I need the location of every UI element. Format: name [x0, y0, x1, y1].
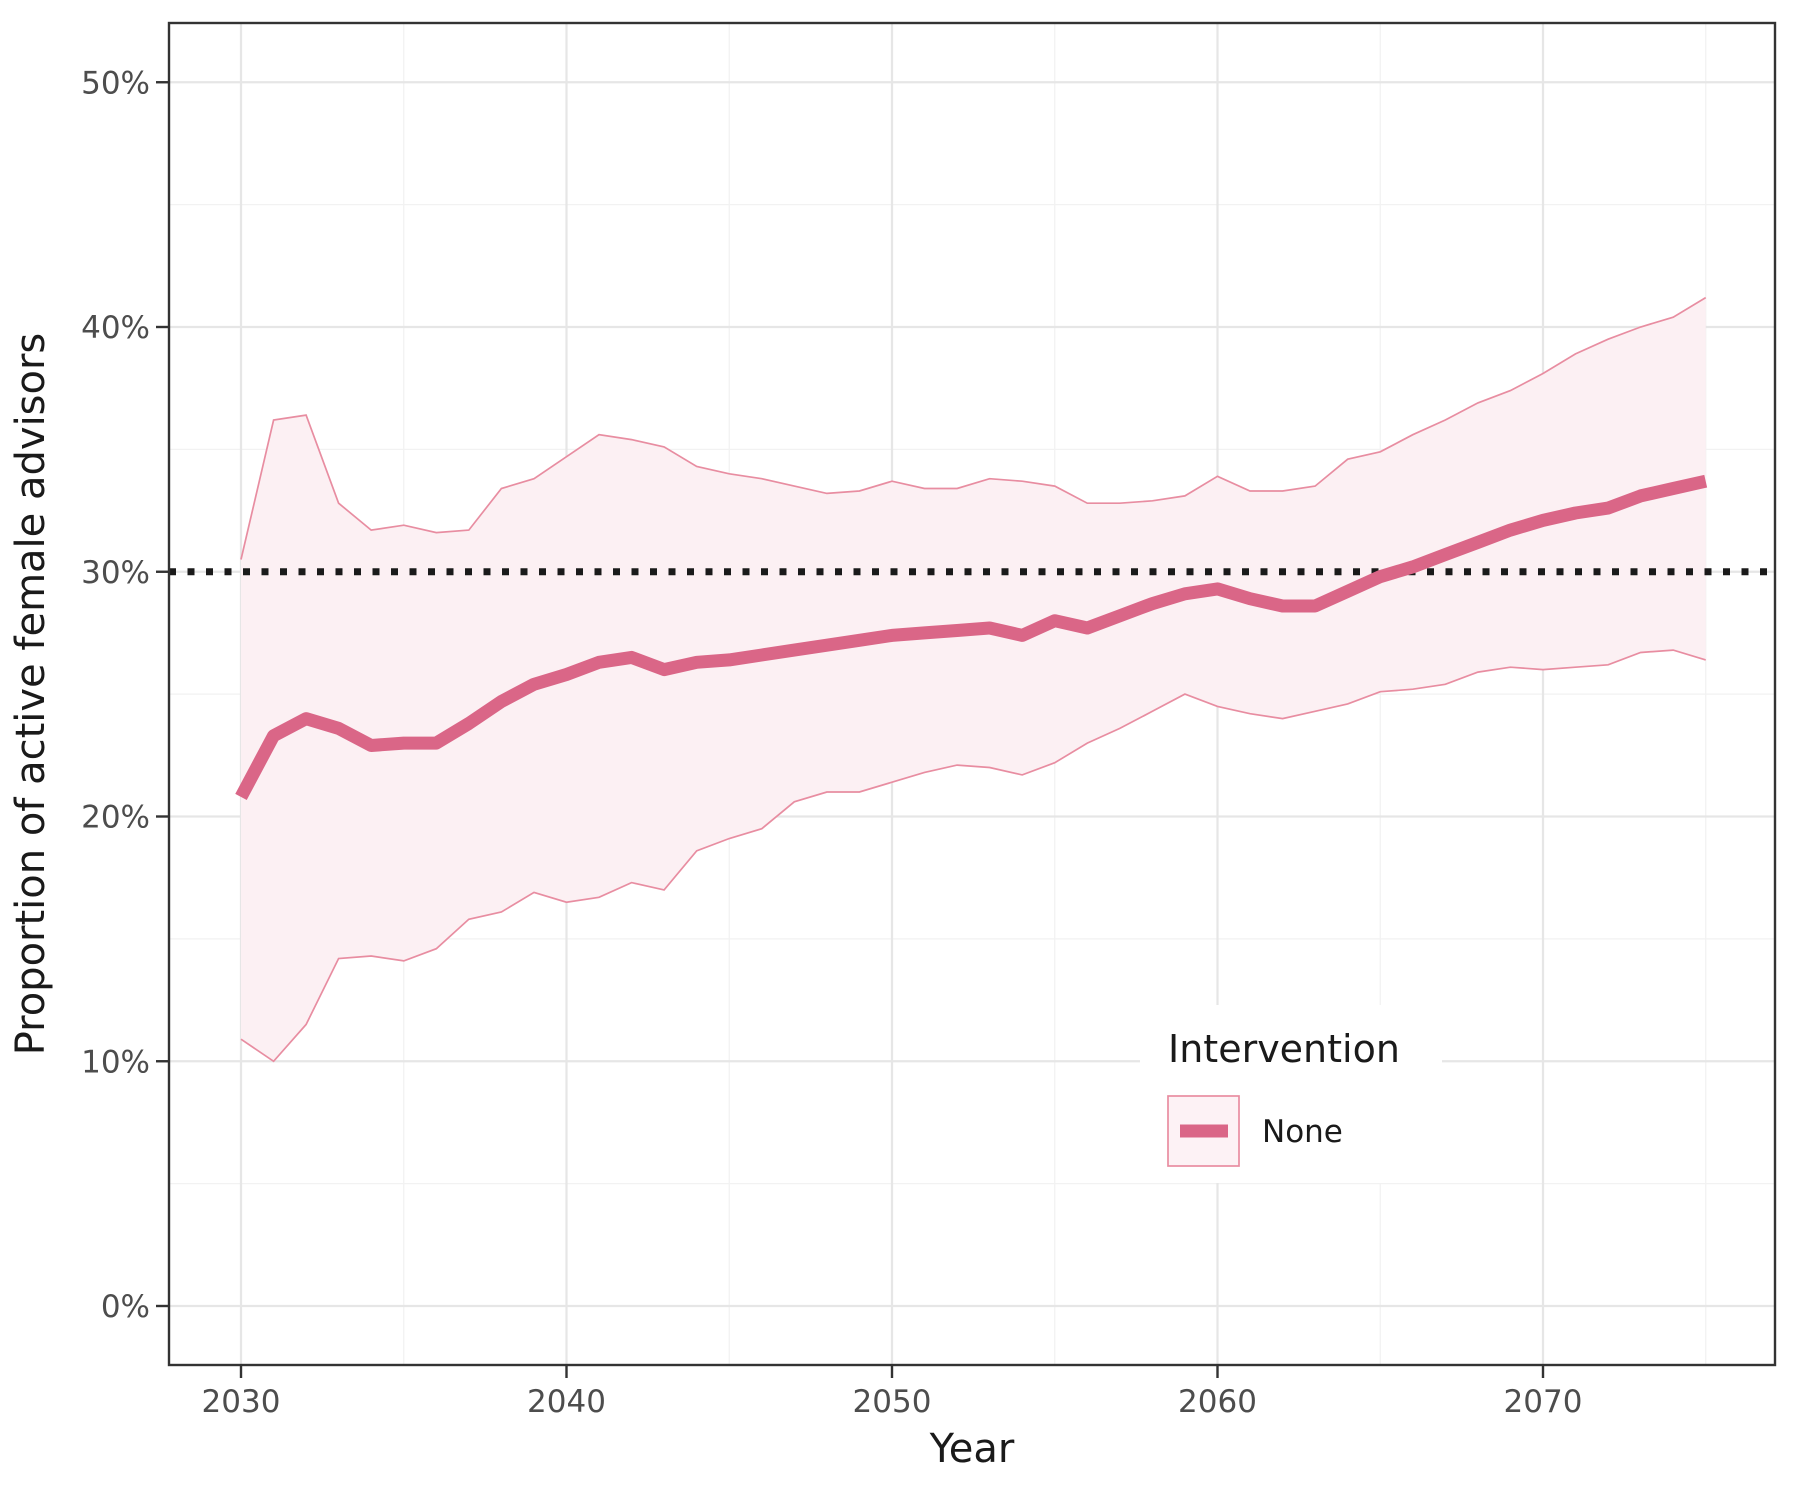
x-tick-label: 2070 [1504, 1384, 1583, 1420]
x-axis-title: Year [929, 1426, 1015, 1472]
y-tick-label: 10% [81, 1044, 150, 1080]
y-tick-label: 40% [81, 310, 150, 346]
ribbon-lower-edge [240, 649, 1706, 1063]
ribbon-area [241, 297, 1706, 1062]
x-tick-label: 2050 [853, 1384, 932, 1420]
legend: Intervention None [1140, 1005, 1442, 1183]
y-tick-label: 50% [81, 65, 150, 101]
axis-tick-labels: 2030 2040 2050 2060 2070 0% 10% 20% 30% 40% 50% [81, 65, 1582, 1420]
confidence-ribbon [240, 296, 1707, 1063]
x-tick-label: 2060 [1178, 1384, 1257, 1420]
x-tick-label: 2030 [202, 1384, 281, 1420]
y-tick-label: 20% [81, 800, 150, 836]
panel-border [167, 21, 1777, 1367]
median-line-none [235, 474, 1708, 800]
x-tick-label: 2040 [527, 1384, 606, 1420]
axis-tick-marks [156, 81, 1545, 1378]
legend-item-label: None [1262, 1114, 1343, 1150]
ribbon-upper-edge [240, 296, 1707, 560]
y-tick-label: 30% [81, 555, 150, 591]
y-axis-title: Proportion of active female advisors [8, 333, 54, 1056]
legend-title: Intervention [1168, 1027, 1400, 1071]
y-tick-label: 0% [101, 1289, 150, 1325]
